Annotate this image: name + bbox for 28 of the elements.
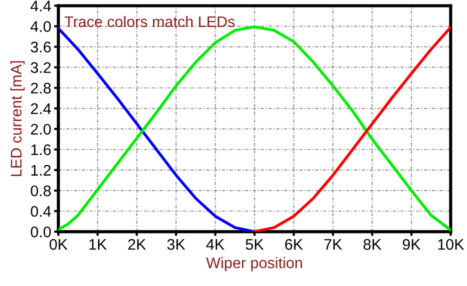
y-tick-label: 3.2 [30,62,51,74]
x-tick-label: 2K [128,239,146,250]
y-tick-label: 2.0 [30,124,51,135]
x-tick-label: 0K [50,239,68,250]
y-tick-label: 0.0 [30,226,51,238]
y-tick-label: 2.4 [30,103,51,114]
y-axis-title: LED current [mA] [10,61,25,176]
y-tick-label: 1.6 [31,144,51,156]
x-tick-label: 6K [285,239,303,250]
y-tick-label: 0.8 [30,185,51,196]
x-tick-label: 3K [167,239,186,250]
x-tick-label: 10K [438,239,464,250]
y-tick-label: 2.8 [30,82,51,94]
y-tick-label: 4.0 [30,21,51,32]
y-tick-label: 1.2 [31,164,51,176]
x-tick-label: 5K [246,239,264,250]
y-tick-label: 3.6 [30,42,51,52]
x-tick-label: 4K [206,239,224,250]
x-tick-label: 8K [364,239,382,250]
x-tick-label: 1K [89,239,107,250]
x-tick-label: 9K [402,239,421,250]
y-tick-label: 4.4 [30,0,51,12]
y-tick-label: 0.4 [30,206,51,217]
line-series [253,26,451,232]
line-series [58,26,256,232]
annotation: Trace colors match LEDs [64,16,235,28]
x-tick-label: 7K [324,239,342,250]
x-axis-title: Wiper position [206,257,302,272]
